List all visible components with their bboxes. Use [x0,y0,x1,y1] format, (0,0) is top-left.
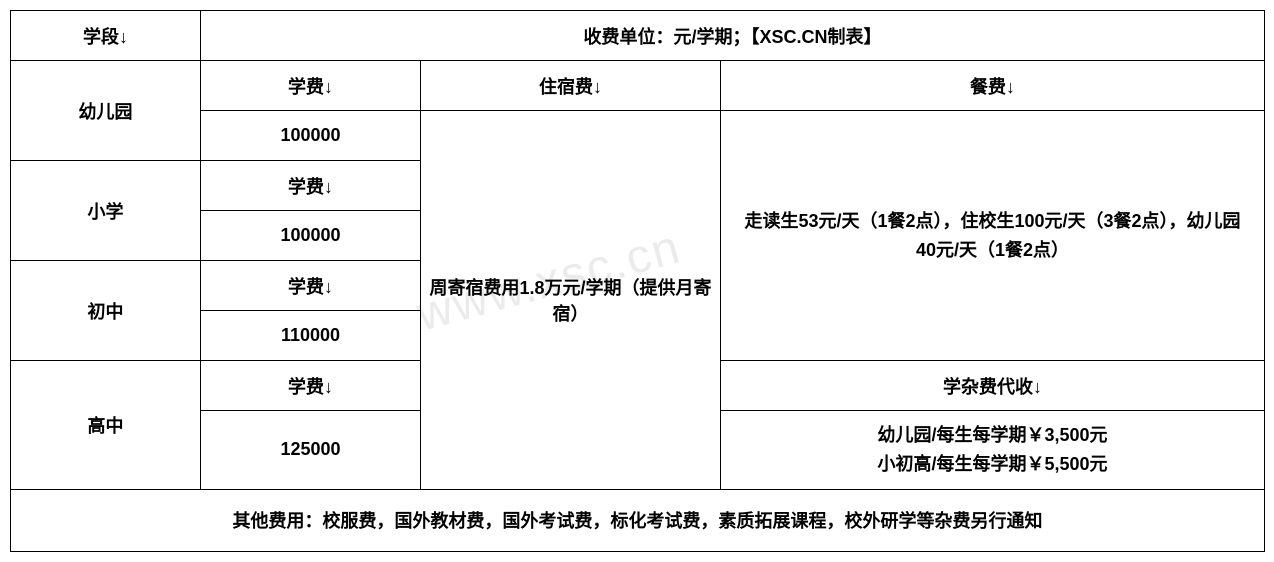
misc-cell: 幼儿园/每生每学期￥3,500元 小初高/每生每学期￥5,500元 [721,411,1265,490]
misc-line2: 小初高/每生每学期￥5,500元 [877,454,1107,474]
primary-tuition-value: 100000 [201,211,421,261]
subheader-boarding: 住宿费↓ [421,61,721,111]
header-stage: 学段↓ [11,11,201,61]
boarding-cell: 周寄宿费用1.8万元/学期（提供月寄宿） [421,111,721,490]
fee-table-wrapper: www.xsc.cn 学段↓ 收费单位：元/学期；【XSC.CN制表】 幼儿园 … [10,10,1264,552]
high-tuition-value: 125000 [201,411,421,490]
subheader-tuition: 学费↓ [201,361,421,411]
kindergarten-tuition-value: 100000 [201,111,421,161]
stage-middle: 初中 [11,261,201,361]
fee-table: 学段↓ 收费单位：元/学期；【XSC.CN制表】 幼儿园 学费↓ 住宿费↓ 餐费… [10,10,1265,552]
stage-kindergarten: 幼儿园 [11,61,201,161]
subheader-misc: 学杂费代收↓ [721,361,1265,411]
header-unit: 收费单位：元/学期；【XSC.CN制表】 [201,11,1265,61]
footer-other-fees: 其他费用：校服费，国外教材费，国外考试费，标化考试费，素质拓展课程，校外研学等杂… [11,489,1265,551]
subheader-meal: 餐费↓ [721,61,1265,111]
misc-line1: 幼儿园/每生每学期￥3,500元 [877,425,1107,445]
middle-tuition-value: 110000 [201,311,421,361]
subheader-tuition: 学费↓ [201,261,421,311]
stage-high: 高中 [11,361,201,490]
subheader-tuition: 学费↓ [201,61,421,111]
stage-primary: 小学 [11,161,201,261]
table-row: 幼儿园 学费↓ 住宿费↓ 餐费↓ [11,61,1265,111]
table-footer-row: 其他费用：校服费，国外教材费，国外考试费，标化考试费，素质拓展课程，校外研学等杂… [11,489,1265,551]
subheader-tuition: 学费↓ [201,161,421,211]
table-header-row: 学段↓ 收费单位：元/学期；【XSC.CN制表】 [11,11,1265,61]
meal-cell: 走读生53元/天（1餐2点），住校生100元/天（3餐2点），幼儿园40元/天（… [721,111,1265,361]
